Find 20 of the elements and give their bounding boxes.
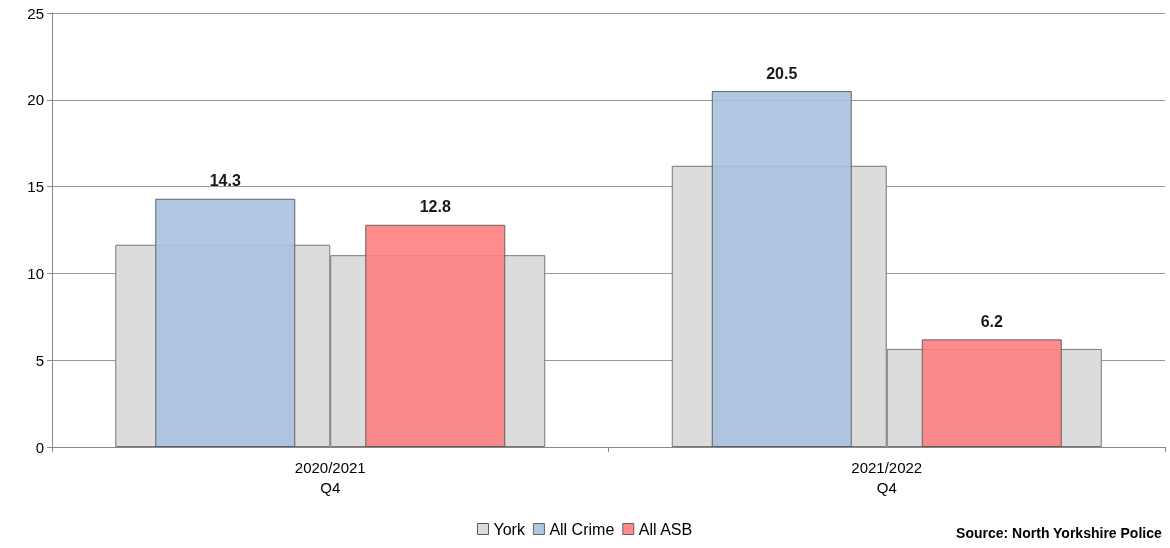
bar [921, 339, 1062, 447]
y-tick-label: 5 [35, 351, 44, 369]
legend-label: York [493, 520, 526, 538]
x-tick-label: 2021/2022 Q4 [851, 458, 923, 496]
y-tick-label: 0 [35, 438, 44, 456]
y-tick-label: 15 [27, 178, 44, 196]
y-tick-label: 20 [27, 91, 44, 109]
legend-label: All Crime [549, 520, 615, 538]
data-label: 20.5 [766, 64, 798, 82]
bar [365, 224, 506, 447]
source-note: Source: North Yorkshire Police [956, 525, 1162, 541]
data-label: 6.2 [980, 312, 1003, 330]
y-tick-label: 10 [27, 264, 44, 282]
data-label: 14.3 [209, 172, 241, 190]
bar [711, 91, 852, 447]
bar [155, 198, 296, 447]
x-tick-label: 2020/2021 Q4 [294, 458, 366, 496]
data-label: 12.8 [419, 198, 451, 216]
y-tick-label: 25 [27, 4, 44, 22]
legend-label: All ASB [638, 520, 693, 538]
